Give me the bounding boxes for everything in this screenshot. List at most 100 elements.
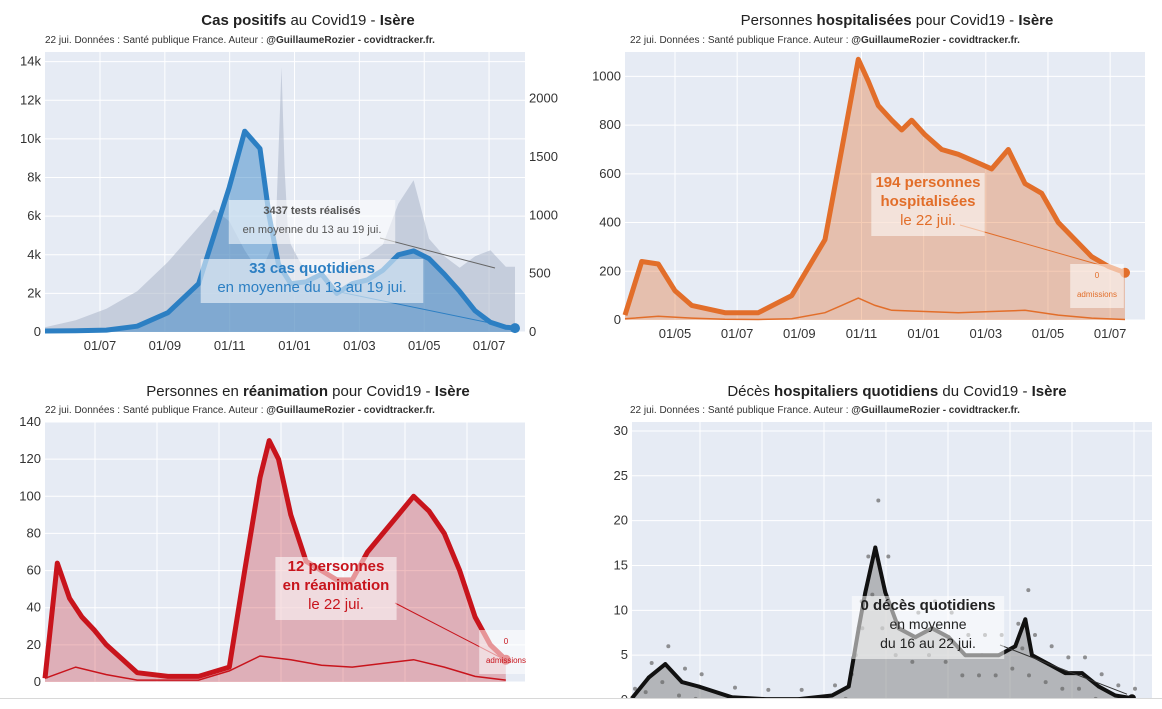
chart-title-part: Isère (434, 383, 470, 400)
deaths-daily-point (683, 666, 687, 671)
cases-y-tick-label: 8k (27, 170, 41, 185)
hosp-line (622, 56, 1126, 316)
deaths-daily-point (733, 685, 737, 690)
deaths-daily-point (1020, 646, 1025, 651)
chart-title-part: Isère (379, 12, 415, 29)
deaths-annotation-line: en moyenne (889, 616, 966, 632)
hosp-annotation-line: 194 personnes (875, 174, 980, 191)
cases-y-tick-label: 2k (27, 285, 41, 300)
deaths-daily-point (876, 498, 881, 503)
chart-title-1: Cas positifs au Covid19 - Isère (201, 12, 414, 29)
chart-title-part: pour Covid19 - (911, 12, 1019, 29)
hosp-x-tick-label: 01/07 (721, 326, 754, 341)
rea-admissions-annotation-bg (479, 630, 533, 674)
deaths-daily-point (833, 683, 837, 688)
chart-title-part: Isère (1031, 383, 1067, 400)
cases-y2-tick-label: 0 (529, 324, 536, 339)
chart-title-part: hospitaliers quotidiens (774, 383, 939, 400)
deaths-daily-point (677, 693, 681, 698)
cases-annotation-line: 33 cas quotidiens (249, 260, 375, 277)
chart-title-2: Personnes hospitalisées pour Covid19 - I… (741, 12, 1054, 29)
cases-y2-tick-label: 1500 (529, 149, 558, 164)
deaths-daily-point (1066, 655, 1071, 660)
hosp-y-tick-label: 800 (599, 117, 621, 132)
deaths-daily-point (1016, 621, 1021, 626)
cases-x-tick-label: 01/05 (408, 338, 441, 353)
deaths-daily-point (1027, 673, 1031, 678)
cases-y-tick-label: 14k (20, 54, 41, 69)
cases-x-tick-label: 01/07 (84, 338, 117, 353)
rea-annotation: 12 personnes en réanimation le 22 jui. (275, 557, 397, 620)
deaths-y-tick-label: 10 (614, 602, 628, 617)
cases-x-tick-label: 01/01 (278, 338, 311, 353)
tests-annotation: 3437 tests réalisés en moyenne du 13 au 1… (228, 200, 396, 244)
deaths-annotation-arrow (999, 644, 1128, 695)
cases-y-tick-label: 4k (27, 247, 41, 262)
chart-title-part: pour Covid19 - (327, 383, 435, 400)
deaths-daily-point (977, 673, 981, 678)
deaths-y-tick-label: 30 (614, 423, 628, 438)
deaths-daily-point (1049, 644, 1054, 649)
chart-subtitle-part: 22 jui. Données : Santé publique France.… (630, 405, 852, 416)
deaths-daily-point (886, 554, 891, 559)
deaths-daily-point (910, 659, 915, 664)
deaths-daily-point (660, 680, 665, 685)
rea-annotation-line: le 22 jui. (308, 596, 364, 613)
deaths-daily-point (1043, 680, 1048, 685)
rea-y-tick-label: 120 (19, 451, 41, 466)
deaths-annotation-line: du 16 au 22 jui. (880, 635, 976, 651)
hosp-y-tick-label: 400 (599, 215, 621, 230)
hosp-y-tick-label: 600 (599, 166, 621, 181)
hosp-annotation: 194 personnes hospitalisées le 22 jui. (871, 173, 985, 236)
rea-annotation-bg (275, 557, 397, 620)
hosp-y-tick-label: 0 (614, 312, 621, 327)
chart-title-4: Décès hospitaliers quotidiens du Covid19… (727, 383, 1066, 400)
hosp-x-tick-label: 01/01 (907, 326, 940, 341)
tests-annotation-line: en moyenne du 13 au 19 jui. (243, 224, 382, 236)
cases-y2-tick-label: 2000 (529, 91, 558, 106)
hosp-x-tick-label: 01/09 (783, 326, 816, 341)
chart-subtitle-part: @GuillaumeRozier - covidtracker.fr. (266, 405, 435, 416)
chart-subtitle-part: @GuillaumeRozier - covidtracker.fr. (266, 35, 435, 46)
deaths-daily-point (1060, 686, 1065, 691)
deaths-daily-point (766, 687, 771, 692)
cases-annotation-bg (200, 259, 424, 303)
deaths-daily-point (1083, 655, 1087, 660)
rea-plot-area (45, 422, 525, 682)
cases-annotation-line: en moyenne du 13 au 19 jui. (217, 279, 406, 296)
cases-y-tick-label: 6k (27, 208, 41, 223)
hosp-y-tick-label: 1000 (592, 68, 621, 83)
chart-title-part: du Covid19 - (938, 383, 1032, 400)
chart-subtitle-1: 22 jui. Données : Santé publique France.… (45, 35, 435, 46)
chart-title-part: au Covid19 - (286, 12, 380, 29)
hosp-admissions-annotation-line: admissions (1077, 290, 1117, 299)
rea-line (42, 438, 508, 679)
deaths-annotation-line: 0 décès quotidiens (860, 597, 995, 614)
deaths-daily-point (666, 644, 671, 649)
rea-y-tick-label: 20 (27, 637, 41, 652)
deaths-daily-point (943, 659, 948, 664)
deaths-y-tick-label: 15 (614, 557, 628, 572)
chart-title-3: Personnes en réanimation pour Covid19 - … (146, 383, 470, 400)
hosp-x-tick-label: 01/03 (970, 326, 1003, 341)
deaths-annotation-bg (851, 596, 1005, 659)
rea-admissions-annotation: 0 admissions (479, 630, 533, 674)
deaths-daily-point (649, 661, 654, 666)
deaths-daily-point (1077, 686, 1081, 691)
hosp-annotation-line: le 22 jui. (900, 212, 956, 229)
cases-annotation: 33 cas quotidiens en moyenne du 13 au 19 … (200, 259, 424, 303)
chart-title-part: Cas positifs (201, 12, 287, 29)
rea-y-tick-label: 100 (19, 488, 41, 503)
hosp-admissions-line (624, 297, 1126, 321)
cases-x-tick-label: 01/03 (343, 338, 376, 353)
cases-x-tick-label: 01/09 (149, 338, 182, 353)
rea-admissions-annotation-line: admissions (486, 656, 526, 665)
deaths-y-tick-label: 20 (614, 513, 628, 528)
deaths-y-tick-label: 25 (614, 468, 628, 483)
chart-subtitle-4: 22 jui. Données : Santé publique France.… (630, 405, 1020, 416)
tests-annotation-arrow (379, 237, 496, 269)
deaths-daily-point (799, 687, 804, 692)
rea-y-tick-label: 60 (27, 563, 41, 578)
rea-y-tick-label: 40 (27, 600, 41, 615)
